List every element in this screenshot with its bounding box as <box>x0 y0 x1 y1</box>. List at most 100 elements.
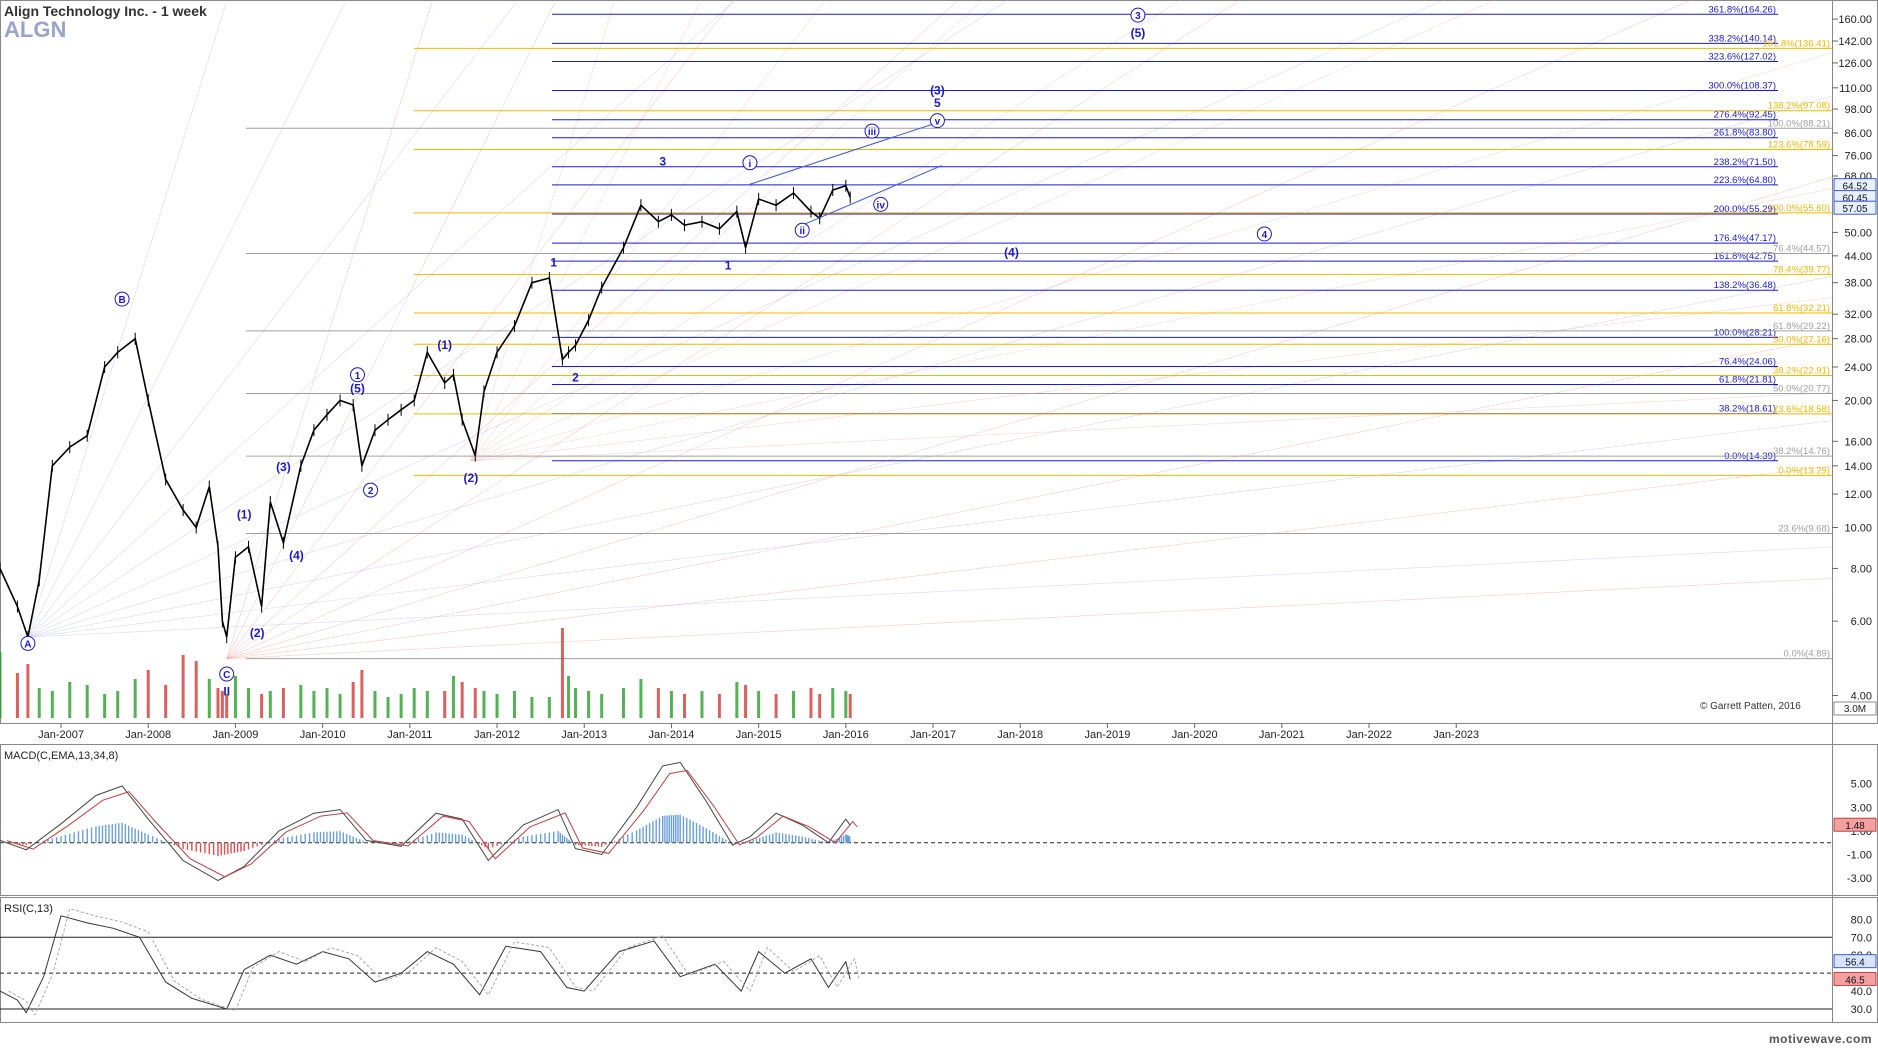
fib-level-label: 161.8%(136.41) <box>1762 38 1830 49</box>
volume-bar <box>386 697 390 718</box>
fibonacci-levels: 361.8%(164.26) 338.2%(140.14) 323.6%(127.0… <box>246 4 1832 660</box>
volume-bar <box>0 652 2 718</box>
macd-axis-label: 3.00 <box>1851 802 1872 814</box>
wave-label: 2 <box>368 486 374 497</box>
volume-bar <box>351 682 355 718</box>
volume-bar <box>473 688 477 718</box>
wave-circle <box>1256 226 1272 242</box>
fib-level-label: 61.8%(29.22) <box>1773 321 1830 332</box>
wave-circle <box>350 367 366 383</box>
volume-bar <box>656 688 660 718</box>
rsi-axis-label: 80.0 <box>1851 914 1872 926</box>
volume-bar <box>460 682 464 718</box>
volume-tag-box <box>1833 701 1877 716</box>
fib-level-label: 100.0%(88.21) <box>1768 118 1830 129</box>
trend-channel-upper <box>749 122 938 185</box>
volume-bar <box>560 628 564 718</box>
price-axis: 160.00 142.00 126.00 110.00 98.00 86.00 76.00 6… <box>1832 14 1877 716</box>
volume-bar <box>587 691 591 718</box>
time-axis-label: Jan-2023 <box>1433 729 1479 741</box>
time-axis-label: Jan-2008 <box>125 729 171 741</box>
rsi-axis-label: 40.0 <box>1851 986 1872 998</box>
time-axis: Jan-2007 Jan-2008 Jan-2009 Jan-2010 Jan-2011… <box>38 723 1479 741</box>
volume-bar <box>312 691 316 718</box>
time-axis-label: Jan-2019 <box>1085 729 1131 741</box>
volume-bar <box>639 679 643 718</box>
volume-bar <box>373 691 377 718</box>
time-axis-label: Jan-2014 <box>649 729 695 741</box>
wave-label: B <box>118 295 125 306</box>
fan-line <box>226 0 1241 659</box>
wave-circle <box>219 666 235 682</box>
wave-circle <box>864 123 880 139</box>
volume-bar <box>669 691 673 718</box>
volume-bar <box>774 694 778 718</box>
wave-circle <box>929 113 945 129</box>
fan-line <box>470 0 616 461</box>
fib-level-label: 200.0%(55.29) <box>1714 204 1776 215</box>
volume-bar <box>482 691 486 718</box>
volume-bar <box>103 694 107 718</box>
volume-bar <box>700 691 704 718</box>
fib-level-label: 300.0%(108.37) <box>1708 81 1776 92</box>
price-axis-label: 12.00 <box>1844 489 1872 501</box>
fan-line <box>27 0 1009 638</box>
price-axis-label: 20.00 <box>1844 395 1872 407</box>
volume-bar <box>451 676 455 718</box>
volume-bar <box>512 691 516 718</box>
fib-level-label: 61.8%(32.21) <box>1773 303 1830 314</box>
fib-level-label: 100.0%(55.60) <box>1768 203 1830 214</box>
volume-bar <box>207 679 211 718</box>
fib-level-label: 0.0%(4.89) <box>1784 649 1830 660</box>
fib-level-label: 38.2%(14.76) <box>1773 446 1830 457</box>
volume-bar <box>146 670 150 718</box>
rsi-label: RSI(C,13) <box>4 903 53 915</box>
rsi-value-tag: 56.4 <box>1845 958 1865 969</box>
fib-level-label: 261.8%(83.80) <box>1714 128 1776 139</box>
wave-label: ii <box>799 226 805 237</box>
rsi-axis-label: 70.0 <box>1851 932 1872 944</box>
macd-axis-label: -1.00 <box>1847 850 1872 862</box>
wave-circle <box>742 155 758 171</box>
fan-line <box>470 0 984 461</box>
price-axis-label: 32.00 <box>1844 309 1872 321</box>
wave-label: v <box>935 117 941 128</box>
fib-level-label: 161.8%(42.75) <box>1714 251 1776 262</box>
fan-line <box>27 420 1833 638</box>
macd-value-box <box>1833 817 1877 832</box>
wave-circle <box>873 196 889 212</box>
volume-bar <box>399 694 403 718</box>
volume-bar <box>233 676 237 718</box>
wave-label: 1 <box>355 371 361 382</box>
volume-bar <box>831 688 835 718</box>
volume-bar <box>735 682 739 718</box>
rsi-axis-label: 30.0 <box>1851 1004 1872 1016</box>
fib-level-label: 50.0%(27.16) <box>1773 334 1830 345</box>
wave-label: (5) <box>1131 26 1146 40</box>
fib-level-label: 138.2%(36.48) <box>1714 280 1776 291</box>
wave-label: (1) <box>437 338 452 352</box>
macd-axis-label: 5.00 <box>1851 779 1872 791</box>
macd-value-tag: 1.48 <box>1845 821 1865 832</box>
volume-bar <box>844 691 848 718</box>
time-axis-label: Jan-2009 <box>213 729 259 741</box>
rsi-value-box <box>1833 971 1877 986</box>
price-series <box>0 122 942 644</box>
volume-bar <box>338 694 342 718</box>
price-axis-label: 110.00 <box>1839 83 1872 95</box>
time-axis-label: Jan-2021 <box>1259 729 1305 741</box>
time-axis-label: Jan-2012 <box>474 729 520 741</box>
volume-bar <box>181 655 185 718</box>
volume-bar <box>360 670 364 718</box>
fan-line <box>27 0 1445 638</box>
wave-label: iv <box>877 200 886 211</box>
fib-level-label: 100.0%(28.21) <box>1714 327 1776 338</box>
volume-bar <box>116 691 120 718</box>
fan-line <box>226 0 960 659</box>
volume-bar <box>260 694 264 718</box>
fib-level-label: 223.6%(64.80) <box>1714 175 1776 186</box>
rsi-value-box <box>1833 954 1877 969</box>
volume-bar <box>567 676 571 718</box>
